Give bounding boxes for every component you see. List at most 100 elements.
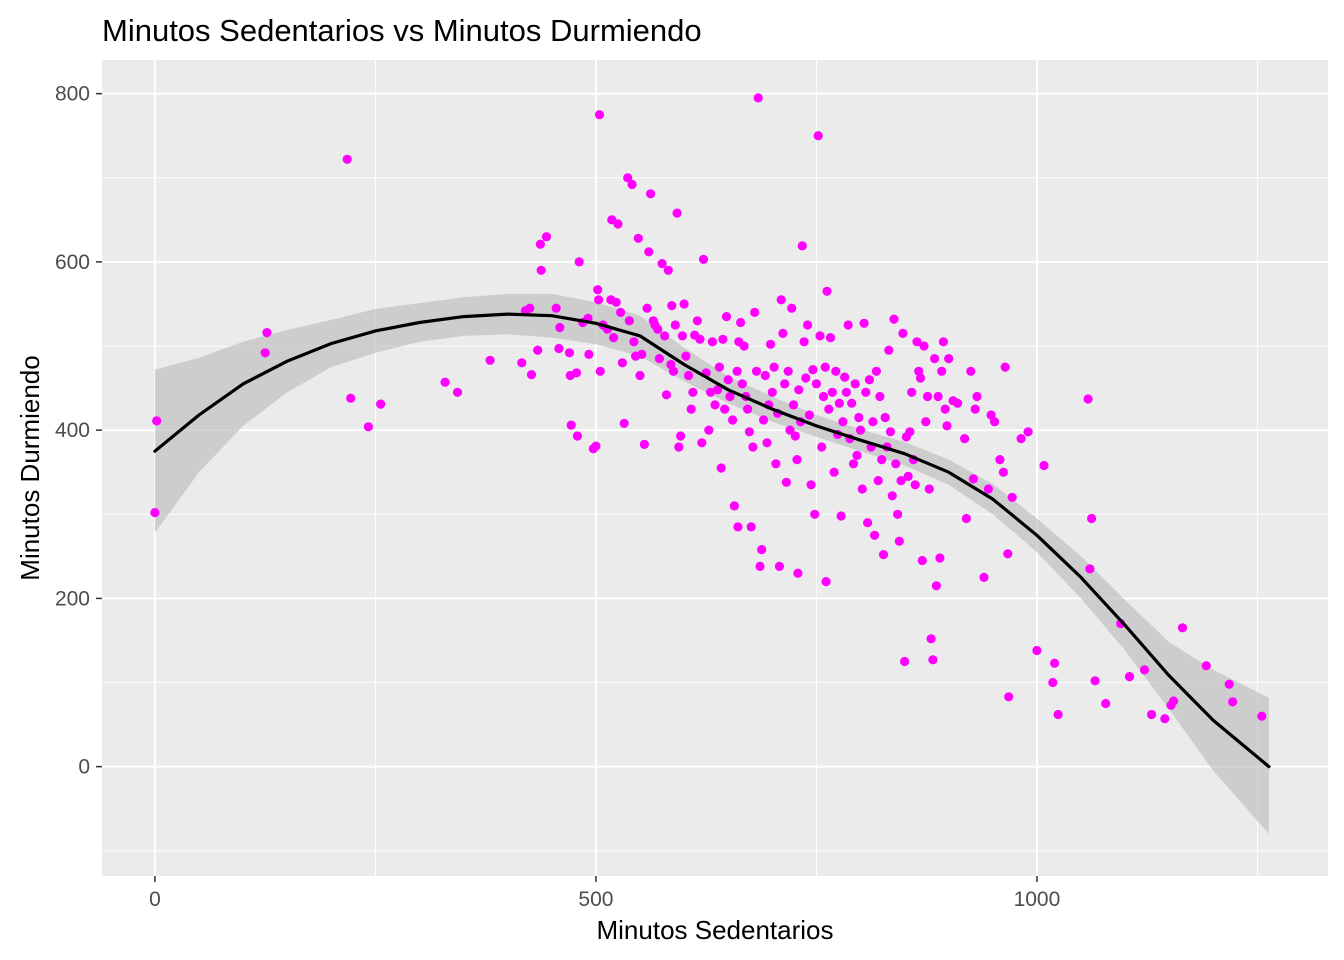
data-point	[750, 307, 760, 317]
data-point	[713, 385, 723, 395]
data-point	[716, 463, 726, 473]
data-point	[903, 471, 913, 481]
data-point	[1007, 492, 1017, 502]
data-point	[619, 418, 629, 428]
y-tick-label: 400	[55, 419, 90, 442]
data-point	[571, 368, 582, 378]
data-point	[896, 476, 906, 486]
data-point	[714, 362, 725, 372]
data-point	[646, 189, 656, 199]
data-point	[771, 459, 781, 469]
data-point	[674, 442, 684, 452]
data-point	[623, 173, 633, 183]
data-point	[672, 208, 682, 218]
data-point	[767, 387, 777, 397]
data-point	[966, 366, 976, 376]
data-point	[1000, 362, 1010, 372]
data-point	[660, 331, 670, 341]
confidence-ribbon-layer	[154, 293, 1269, 834]
data-point	[871, 366, 882, 376]
data-point	[637, 349, 647, 359]
data-point	[783, 366, 793, 376]
data-point	[152, 416, 162, 426]
x-tick-label: 500	[578, 888, 613, 911]
data-point	[1039, 460, 1049, 471]
data-point	[785, 425, 795, 435]
data-point	[834, 398, 845, 408]
data-point	[440, 377, 450, 387]
data-point	[757, 545, 767, 555]
data-point	[525, 303, 535, 313]
data-point	[928, 655, 938, 665]
data-point	[635, 370, 645, 381]
data-point	[1224, 679, 1234, 689]
data-point	[1147, 709, 1157, 720]
data-point	[792, 455, 802, 465]
data-point	[1177, 623, 1188, 633]
data-point	[827, 387, 837, 397]
data-point	[864, 375, 875, 385]
data-point	[260, 348, 270, 358]
data-point	[979, 572, 989, 583]
data-point	[824, 404, 834, 414]
data-point	[822, 286, 832, 296]
data-point	[917, 555, 927, 566]
data-point	[541, 232, 552, 242]
data-point	[611, 297, 621, 307]
data-point	[681, 351, 691, 361]
data-point	[799, 337, 809, 347]
data-point	[574, 257, 584, 267]
data-point	[594, 110, 605, 120]
data-point	[794, 385, 804, 395]
data-point	[774, 561, 785, 572]
data-point	[935, 553, 945, 563]
data-point	[778, 328, 788, 338]
data-point	[1090, 676, 1100, 686]
data-point	[721, 312, 732, 322]
data-point	[894, 536, 904, 546]
data-point	[915, 373, 926, 383]
data-point	[743, 404, 753, 414]
data-point	[739, 341, 749, 351]
smooth-line	[153, 312, 1271, 769]
data-point	[923, 391, 933, 402]
data-point	[852, 450, 862, 460]
data-point	[878, 550, 889, 560]
data-point	[363, 422, 373, 432]
data-point	[639, 439, 650, 449]
data-point	[806, 480, 816, 490]
data-point	[887, 491, 897, 501]
data-point	[855, 425, 866, 435]
data-point	[1016, 434, 1026, 444]
data-point	[870, 530, 880, 540]
data-point	[972, 391, 982, 402]
data-point	[723, 375, 733, 385]
data-point	[875, 391, 885, 402]
data-point	[676, 431, 686, 441]
data-point	[931, 581, 942, 591]
data-point	[880, 412, 890, 423]
data-point	[863, 518, 873, 528]
data-point	[889, 314, 899, 324]
data-point	[820, 362, 830, 372]
data-point	[758, 415, 769, 425]
data-point	[1101, 698, 1111, 709]
data-point	[1124, 672, 1135, 682]
data-point	[960, 434, 970, 444]
scatter-points	[150, 93, 1267, 724]
data-point	[644, 247, 654, 257]
data-point	[688, 387, 698, 397]
data-point	[990, 417, 1000, 427]
data-point	[150, 507, 160, 518]
data-point	[912, 337, 922, 347]
data-point	[707, 337, 718, 347]
data-point	[1023, 427, 1033, 437]
data-point	[667, 301, 677, 311]
data-point	[940, 404, 950, 414]
data-point	[829, 467, 839, 477]
data-point	[968, 474, 979, 484]
data-point	[898, 328, 908, 338]
data-point	[762, 438, 772, 448]
data-point	[776, 295, 786, 305]
